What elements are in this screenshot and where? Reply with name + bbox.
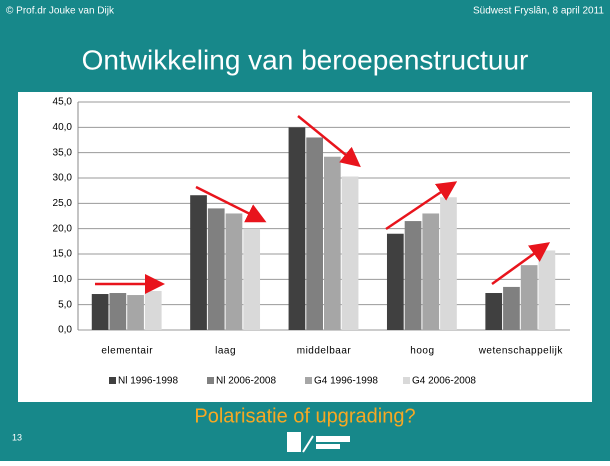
x-tick-label: laag: [215, 346, 236, 357]
logo-text: [316, 444, 340, 449]
x-tick-label: elementair: [101, 346, 153, 357]
bar: [324, 156, 341, 330]
bar: [485, 293, 503, 330]
logo-shield: [287, 432, 301, 452]
legend-label: Nl 1996-1998: [118, 376, 178, 387]
y-tick-label: 10,0: [53, 274, 73, 285]
bar: [144, 290, 162, 330]
bar: [422, 213, 440, 330]
bar: [225, 213, 243, 330]
bar: [341, 176, 359, 330]
legend-swatch: [305, 377, 312, 384]
arrow: [491, 242, 551, 286]
legend-swatch: [207, 377, 214, 384]
bar: [109, 293, 127, 330]
x-tick-label: hoog: [410, 346, 434, 357]
legend-label: Nl 2006-2008: [216, 376, 276, 387]
arrow: [385, 181, 458, 231]
legend-label: G4 2006-2008: [412, 376, 476, 387]
y-tick-label: 20,0: [53, 223, 73, 234]
plot: 0,0 5,0 10,0 15,0 20,0 25,0 30,0 35,0 40,0 45,0 el…: [53, 97, 570, 387]
legend-swatch: [403, 377, 410, 384]
x-tick-label: middelbaar: [297, 346, 352, 357]
logo-text: [316, 436, 350, 442]
y-tick-label: 40,0: [53, 122, 73, 133]
bar: [538, 250, 556, 330]
arrow: [195, 185, 267, 223]
y-tick-label: 0,0: [58, 325, 72, 336]
title: Ontwikkeling van beroepenstructuur: [82, 44, 529, 75]
page-number: 13: [12, 432, 22, 442]
bar: [207, 208, 225, 330]
y-tick-label: 15,0: [53, 249, 73, 260]
bar: [404, 221, 422, 330]
x-tick-label: wetenschappelijk: [478, 346, 564, 357]
bar: [503, 286, 520, 330]
y-tick-label: 45,0: [53, 97, 73, 108]
legend-label: G4 1996-1998: [314, 376, 378, 387]
bar: [243, 228, 261, 330]
bar: [190, 195, 207, 330]
y-tick-label: 25,0: [53, 198, 73, 209]
y-tick-label: 30,0: [53, 173, 73, 184]
legend-swatch: [109, 377, 116, 384]
bar: [127, 295, 144, 330]
y-tick-label: 35,0: [53, 147, 73, 158]
bar: [91, 294, 109, 330]
trend-arrows: [95, 115, 551, 294]
subtitle: Polarisatie of upgrading?: [194, 405, 415, 427]
logo-slash: [302, 435, 314, 453]
bar: [288, 127, 306, 330]
bar: [306, 137, 323, 330]
header-left: © Prof.dr Jouke van Dijk: [6, 6, 115, 17]
logo: [287, 432, 350, 453]
header-right: Südwest Fryslân, 8 april 2011: [473, 6, 604, 17]
bar: [440, 197, 457, 330]
bar: [386, 233, 404, 330]
y-tick-label: 5,0: [58, 299, 72, 310]
arrow: [297, 115, 361, 168]
bar: [520, 265, 538, 330]
